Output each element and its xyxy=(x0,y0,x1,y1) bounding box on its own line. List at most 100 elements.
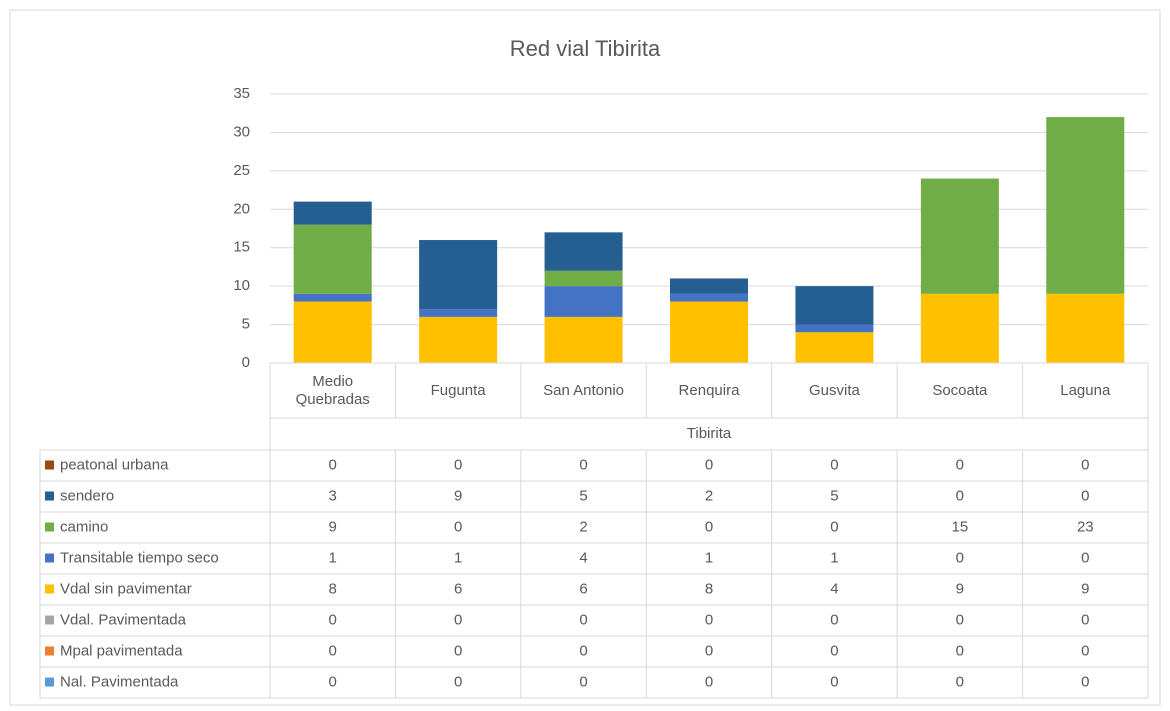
x-tick-label: Laguna xyxy=(1060,381,1111,399)
legend-label: Vdal. Pavimentada xyxy=(60,611,187,628)
table-value: 0 xyxy=(579,456,587,473)
bar-segment xyxy=(293,224,372,294)
table-value: 0 xyxy=(956,642,964,659)
bar-segment xyxy=(293,301,372,363)
table-value: 0 xyxy=(830,518,838,535)
table-value: 8 xyxy=(329,580,337,597)
y-tick-label: 30 xyxy=(233,123,250,140)
y-tick-label: 0 xyxy=(242,354,250,371)
table-value: 0 xyxy=(830,642,838,659)
bar-segment xyxy=(920,178,999,294)
table-value: 1 xyxy=(830,549,838,566)
x-tick-label: Socoata xyxy=(932,381,988,399)
x-tick-label: Renquira xyxy=(678,381,740,399)
bar-segment xyxy=(920,293,999,363)
table-value: 4 xyxy=(579,549,587,566)
legend-label: peatonal urbana xyxy=(60,456,169,473)
table-value: 2 xyxy=(579,518,587,535)
table-value: 9 xyxy=(454,487,462,504)
legend-label: Mpal pavimentada xyxy=(60,642,183,659)
bar-segment xyxy=(544,232,623,271)
x-tick-label: Gusvita xyxy=(808,381,860,399)
table-value: 0 xyxy=(705,456,713,473)
table-value: 15 xyxy=(952,518,969,535)
bar-segment xyxy=(419,240,498,310)
table-value: 5 xyxy=(579,487,587,504)
table-value: 0 xyxy=(329,642,337,659)
y-tick-label: 5 xyxy=(242,316,250,333)
table-value: 0 xyxy=(579,611,587,628)
legend-label: sendero xyxy=(60,487,114,504)
bar-segment xyxy=(1046,293,1125,363)
bar-segment xyxy=(544,316,623,363)
bar-segment xyxy=(544,286,623,317)
table-value: 6 xyxy=(454,580,462,597)
table-value: 0 xyxy=(454,642,462,659)
table-value: 0 xyxy=(454,611,462,628)
legend-label: Nal. Pavimentada xyxy=(60,673,179,690)
table-value: 23 xyxy=(1077,518,1094,535)
table-value: 0 xyxy=(454,456,462,473)
table-value: 1 xyxy=(454,549,462,566)
legend-label: Transitable tiempo seco xyxy=(60,549,219,566)
table-value: 1 xyxy=(705,549,713,566)
table-value: 0 xyxy=(956,673,964,690)
table-value: 0 xyxy=(329,456,337,473)
legend-key xyxy=(45,460,54,470)
table-value: 0 xyxy=(1081,673,1089,690)
y-tick-label: 35 xyxy=(233,85,250,102)
table-value: 0 xyxy=(830,611,838,628)
bar-segment xyxy=(795,332,874,363)
legend-label: camino xyxy=(60,518,108,535)
legend-key xyxy=(45,646,54,656)
table-value: 0 xyxy=(705,673,713,690)
x-tick-label: San Antonio xyxy=(543,381,624,399)
table-value: 0 xyxy=(1081,456,1089,473)
table-value: 0 xyxy=(1081,549,1089,566)
y-tick-label: 25 xyxy=(233,162,250,179)
table-value: 0 xyxy=(956,611,964,628)
bar-segment xyxy=(293,201,372,225)
bar-segment xyxy=(544,270,623,287)
table-value: 0 xyxy=(705,611,713,628)
category-group-label: Tibirita xyxy=(687,425,732,442)
bar-segment xyxy=(795,324,874,333)
legend-key xyxy=(45,677,54,687)
chart-title: Red vial Tibirita xyxy=(510,36,661,61)
table-value: 0 xyxy=(956,487,964,504)
legend-key xyxy=(45,615,54,625)
table-value: 0 xyxy=(579,673,587,690)
table-value: 0 xyxy=(705,642,713,659)
table-value: 0 xyxy=(1081,487,1089,504)
bar-segment xyxy=(670,278,748,294)
bar-segment xyxy=(293,293,372,302)
table-value: 5 xyxy=(830,487,838,504)
table-value: 0 xyxy=(956,456,964,473)
bar-segment xyxy=(670,293,748,302)
legend-key xyxy=(45,584,54,594)
bar-segment xyxy=(1046,117,1125,294)
table-value: 0 xyxy=(329,611,337,628)
table-value: 9 xyxy=(956,580,964,597)
legend-label: Vdal sin pavimentar xyxy=(60,580,192,597)
table-value: 8 xyxy=(705,580,713,597)
table-value: 1 xyxy=(329,549,337,566)
bar-segment xyxy=(419,316,498,363)
legend-key xyxy=(45,491,54,501)
y-tick-label: 20 xyxy=(233,200,250,217)
bar-segment xyxy=(419,309,498,317)
table-value: 6 xyxy=(579,580,587,597)
table-value: 4 xyxy=(830,580,838,597)
table-value: 0 xyxy=(454,673,462,690)
bar-segment xyxy=(795,286,874,325)
table-value: 0 xyxy=(705,518,713,535)
table-value: 0 xyxy=(1081,611,1089,628)
bar-segment xyxy=(670,301,748,363)
legend-key xyxy=(45,553,54,563)
x-tick-label: Medio Quebradas xyxy=(295,372,370,408)
table-value: 9 xyxy=(329,518,337,535)
table-value: 0 xyxy=(329,673,337,690)
legend-key xyxy=(45,522,54,532)
